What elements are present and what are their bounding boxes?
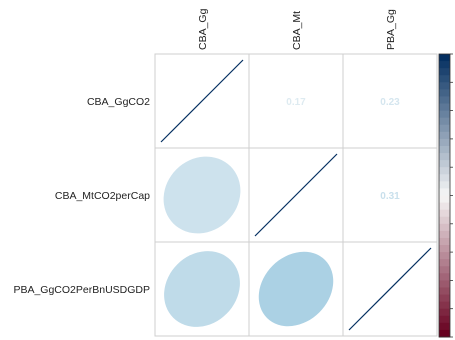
diagonal-line	[348, 247, 432, 331]
legend-color-step	[439, 131, 450, 140]
column-label: CBA_Gg	[197, 8, 209, 50]
legend-color-step	[439, 245, 450, 253]
legend-color-step	[439, 216, 450, 225]
legend-color-step	[439, 174, 450, 182]
legend-color-step	[439, 117, 450, 126]
matrix-cell	[248, 53, 344, 149]
legend-color-step	[439, 287, 450, 296]
legend-color-step	[439, 145, 450, 154]
legend-color-step	[439, 188, 450, 196]
legend-color-step	[439, 195, 450, 204]
row-label: CBA_MtCO2perCap	[55, 190, 150, 202]
legend-color-step	[439, 82, 450, 90]
row-label: CBA_GgCO2	[87, 96, 150, 108]
legend-color-step	[439, 315, 450, 324]
legend-color-step	[439, 266, 450, 274]
row-label: PBA_GgCO2PerBnUSDGDP	[13, 284, 150, 296]
legend-color-step	[439, 280, 450, 288]
legend-color-step	[439, 167, 450, 175]
legend-color-step	[439, 68, 450, 76]
diagonal-line	[254, 153, 338, 237]
legend-color-step	[439, 138, 450, 147]
legend-color-step	[439, 153, 450, 161]
legend-color-step	[439, 110, 450, 119]
column-label: PBA_Gg	[385, 9, 397, 50]
legend-color-step	[439, 308, 450, 317]
legend-color-step	[439, 252, 450, 260]
legend-color-step	[439, 75, 450, 83]
column-label: CBA_Mt	[291, 11, 303, 50]
correlation-value: 0.23	[380, 97, 400, 108]
legend-color-step	[439, 160, 450, 168]
legend-color-step	[439, 96, 450, 105]
legend-color-step	[439, 322, 450, 331]
diagonal-line	[160, 59, 244, 143]
matrix-cell	[342, 147, 438, 243]
legend-color-step	[439, 259, 450, 267]
correlation-ellipse	[164, 251, 240, 327]
legend-color-step	[439, 273, 450, 281]
correlation-ellipse	[258, 251, 334, 327]
correlation-ellipse	[163, 156, 241, 234]
legend-color-step	[439, 181, 450, 189]
legend-color-step	[439, 89, 450, 97]
legend-color-step	[439, 301, 450, 310]
legend-color-step	[439, 329, 450, 338]
correlation-value: 0.17	[286, 97, 306, 108]
legend-color-step	[439, 103, 450, 112]
legend-color-step	[439, 61, 450, 69]
legend-color-step	[439, 223, 450, 232]
correlation-value: 0.31	[380, 191, 400, 202]
legend-color-step	[439, 237, 450, 246]
legend-color-step	[439, 54, 450, 62]
legend-color-step	[439, 230, 450, 239]
legend-color-step	[439, 209, 450, 218]
legend-color-step	[439, 124, 450, 133]
legend-color-step	[439, 294, 450, 303]
legend-color-step	[439, 202, 450, 211]
